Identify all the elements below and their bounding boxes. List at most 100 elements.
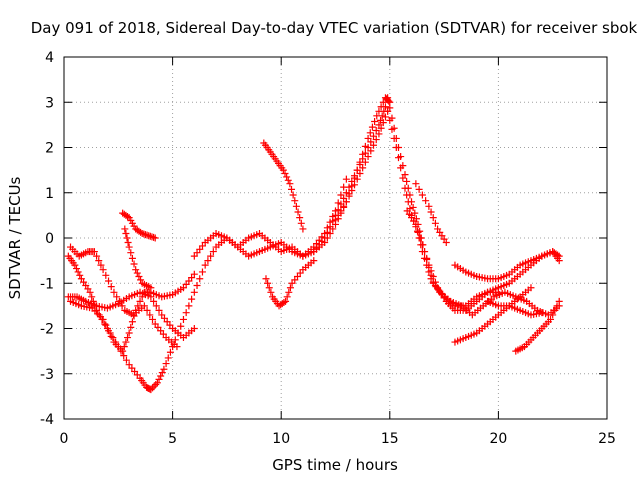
x-tick-label: 10	[272, 431, 290, 447]
data-point-marker	[422, 197, 430, 205]
data-point-marker	[384, 107, 392, 115]
data-point-marker	[292, 202, 300, 210]
data-point-marker	[299, 225, 307, 233]
chart-title: Day 091 of 2018, Sidereal Day-to-day VTE…	[31, 19, 638, 37]
series-track-7	[190, 229, 307, 260]
data-point-marker	[332, 216, 339, 224]
data-point-marker	[147, 293, 155, 301]
data-point-marker	[95, 311, 103, 319]
data-point-marker	[353, 175, 361, 183]
data-point-marker	[113, 293, 121, 301]
data-point-marker	[425, 202, 433, 210]
data-point-marker	[185, 302, 193, 310]
data-point-marker	[125, 329, 133, 337]
data-point-marker	[280, 298, 288, 306]
y-axis-label: SDTVAR / TECUs	[6, 176, 24, 299]
data-point-marker	[297, 219, 305, 227]
data-point-marker	[418, 248, 426, 256]
series-track-1	[64, 175, 350, 394]
data-point-marker	[442, 239, 450, 247]
x-tick-label: 15	[381, 431, 399, 447]
data-point-marker	[337, 207, 345, 215]
data-point-marker	[418, 191, 426, 199]
data-point-marker	[72, 265, 80, 273]
data-point-marker	[201, 261, 209, 269]
data-point-marker	[423, 261, 431, 269]
y-tick-label: -3	[40, 367, 54, 383]
data-marks	[64, 94, 563, 394]
data-point-marker	[124, 239, 132, 247]
data-point-marker	[334, 211, 342, 219]
data-point-marker	[288, 185, 296, 193]
data-point-marker	[179, 315, 187, 323]
data-point-marker	[140, 302, 148, 310]
data-point-marker	[182, 309, 190, 317]
data-point-marker	[135, 272, 143, 280]
data-point-marker	[267, 288, 275, 296]
data-point-marker	[367, 147, 375, 155]
data-point-marker	[155, 306, 163, 314]
data-point-marker	[385, 97, 393, 105]
data-point-marker	[404, 198, 412, 206]
data-point-marker	[160, 365, 168, 373]
y-tick-label: -1	[40, 276, 54, 292]
data-point-marker	[152, 380, 160, 388]
y-tick-label: 4	[45, 50, 54, 66]
data-point-marker	[551, 306, 559, 314]
data-point-marker	[368, 123, 376, 131]
data-point-marker	[134, 302, 142, 310]
data-point-marker	[158, 369, 166, 377]
data-point-marker	[86, 288, 94, 296]
data-point-marker	[137, 276, 145, 284]
data-point-marker	[431, 219, 439, 227]
data-point-marker	[204, 257, 212, 265]
data-point-marker	[102, 321, 110, 329]
data-point-marker	[110, 288, 118, 296]
data-point-marker	[381, 113, 389, 121]
data-point-marker	[155, 375, 163, 383]
data-point-marker	[105, 327, 113, 335]
series-track-3	[64, 288, 198, 342]
y-tick-label: 2	[45, 141, 54, 157]
data-point-marker	[364, 153, 372, 161]
series-track-4	[67, 243, 181, 351]
y-tick-label: 3	[45, 95, 54, 111]
data-point-marker	[429, 214, 437, 222]
data-point-marker	[127, 249, 135, 257]
data-point-marker	[425, 268, 433, 276]
data-point-marker	[133, 269, 141, 277]
data-point-marker	[120, 343, 128, 351]
data-point-marker	[149, 315, 157, 323]
data-point-marker	[150, 382, 158, 390]
data-point-marker	[190, 270, 198, 278]
data-point-marker	[366, 129, 374, 137]
data-point-marker	[99, 266, 107, 274]
data-point-marker	[284, 176, 292, 184]
data-point-marker	[196, 275, 204, 283]
data-point-marker	[555, 257, 563, 265]
data-point-marker	[262, 275, 270, 283]
data-point-marker	[321, 234, 329, 242]
data-point-marker	[289, 191, 297, 199]
y-tick-label: 1	[45, 186, 54, 202]
data-point-marker	[125, 243, 133, 251]
data-point-marker	[326, 223, 334, 231]
data-point-marker	[143, 306, 151, 314]
data-point-marker	[279, 166, 287, 174]
series-track-15	[403, 207, 563, 319]
data-point-marker	[88, 293, 96, 301]
data-point-marker	[150, 297, 158, 305]
data-point-marker	[323, 228, 331, 236]
data-point-marker	[285, 288, 293, 296]
data-point-marker	[286, 284, 294, 292]
data-point-marker	[310, 257, 318, 265]
data-point-marker	[71, 261, 79, 269]
series-track-17	[512, 297, 563, 355]
data-point-marker	[372, 136, 380, 144]
data-point-marker	[294, 208, 302, 216]
data-point-marker	[386, 116, 394, 124]
data-point-marker	[549, 311, 557, 319]
data-point-marker	[171, 336, 179, 344]
data-point-marker	[101, 320, 109, 328]
data-point-marker	[538, 309, 546, 317]
